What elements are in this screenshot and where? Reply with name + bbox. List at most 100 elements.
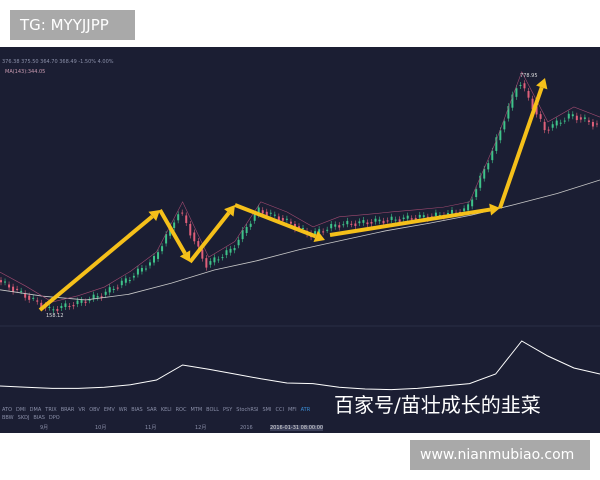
candle: [354, 223, 357, 226]
candle: [402, 217, 405, 219]
candle: [330, 223, 333, 229]
candle: [382, 220, 385, 224]
candle: [153, 256, 156, 263]
candle: [257, 207, 260, 215]
indicator-tab[interactable]: BBW: [2, 415, 14, 421]
candle: [438, 215, 441, 217]
indicator-tab[interactable]: SAR: [146, 407, 157, 413]
candle: [0, 280, 2, 283]
indicator-tab[interactable]: ATR: [300, 407, 311, 413]
indicator-tab[interactable]: CCI: [275, 407, 284, 413]
candle: [386, 220, 389, 222]
indicator-tab[interactable]: BOLL: [206, 407, 220, 413]
trend-arrow: [498, 86, 544, 209]
candle: [595, 123, 598, 125]
trend-arrow: [38, 214, 154, 312]
candle: [467, 204, 470, 211]
time-axis: 9月 10月 11月 12月 2016 2016-01-31 08:00:00: [0, 425, 330, 432]
candle: [414, 217, 417, 220]
candle: [350, 223, 353, 225]
indicator-tab[interactable]: OBV: [89, 407, 100, 413]
candle: [338, 225, 341, 228]
indicator-tab[interactable]: DPO: [48, 415, 60, 421]
baijiahao-watermark: 百家号/苗壮成长的韭菜: [334, 393, 541, 417]
candle: [265, 211, 268, 216]
indicator-tab[interactable]: VR: [78, 407, 86, 413]
candle: [24, 293, 27, 298]
candle: [539, 114, 542, 119]
candle: [132, 275, 135, 278]
indicator-tab[interactable]: BRAR: [60, 407, 75, 413]
indicator-tab[interactable]: PSY: [223, 407, 233, 413]
candle: [483, 168, 486, 179]
trend-arrow: [329, 207, 491, 237]
indicator-tab[interactable]: TRIX: [45, 407, 57, 413]
indicator-tab[interactable]: EMV: [103, 407, 115, 413]
candle: [495, 137, 498, 151]
candle: [318, 229, 321, 233]
indicator-tab[interactable]: ROC: [175, 407, 187, 413]
candle: [511, 94, 514, 108]
candle: [571, 114, 574, 117]
indicator-tab[interactable]: SKDJ: [17, 415, 30, 421]
candle: [181, 212, 184, 214]
candle: [221, 257, 224, 259]
candle: [342, 224, 345, 226]
candle: [40, 302, 43, 309]
candle: [148, 262, 151, 266]
candle: [261, 210, 264, 214]
candle: [559, 122, 562, 124]
time-label: 10月: [95, 425, 107, 431]
candle: [4, 281, 7, 283]
candle: [209, 261, 212, 265]
trend-arrow: [188, 211, 231, 264]
candle: [249, 223, 252, 227]
indicator-line: [0, 340, 600, 391]
candle: [358, 221, 361, 224]
candle: [463, 208, 466, 212]
candle: [583, 117, 586, 119]
indicator-tab[interactable]: WR: [118, 407, 128, 413]
indicator-tab[interactable]: DMI: [16, 407, 26, 413]
candle: [378, 219, 381, 222]
candle: [253, 213, 256, 221]
candle: [100, 296, 103, 298]
trend-arrow: [234, 203, 317, 239]
arrow-head: [224, 205, 235, 217]
candle: [20, 290, 23, 292]
indicator-tab[interactable]: DMA: [29, 407, 42, 413]
candle: [487, 163, 490, 170]
candle: [362, 220, 365, 223]
candle: [241, 230, 244, 240]
candle: [394, 219, 397, 221]
candle: [197, 241, 200, 247]
indicator-tab[interactable]: KELI: [160, 407, 172, 413]
chart-panel: 376.38 375.50 364.70 368.49 -1.50% 4.00%…: [0, 47, 600, 433]
candle: [165, 234, 168, 244]
candle: [434, 212, 437, 216]
candle: [116, 287, 119, 289]
indicator-tab[interactable]: BIAS: [131, 407, 143, 413]
candle: [314, 231, 317, 235]
indicator-tab[interactable]: MTM: [190, 407, 203, 413]
arrow-head: [536, 78, 548, 90]
arrow-head: [148, 210, 160, 222]
candle: [233, 248, 236, 251]
candle: [88, 299, 91, 301]
indicator-tab[interactable]: MFI: [287, 407, 297, 413]
candle: [515, 88, 518, 97]
candle: [519, 84, 522, 87]
trend-arrow: [158, 209, 187, 255]
candle: [567, 113, 570, 119]
candle: [52, 309, 55, 311]
indicator-tab[interactable]: SMI: [262, 407, 272, 413]
low-label: 158.12: [46, 313, 64, 319]
candle: [157, 252, 160, 259]
arrow-head: [489, 203, 500, 216]
indicator-tab[interactable]: ATO: [2, 407, 13, 413]
candle: [591, 121, 594, 127]
candle: [543, 121, 546, 131]
indicator-tab[interactable]: StochRSI: [236, 407, 259, 413]
candle: [96, 296, 99, 298]
indicator-tab[interactable]: BIAS: [33, 415, 45, 421]
